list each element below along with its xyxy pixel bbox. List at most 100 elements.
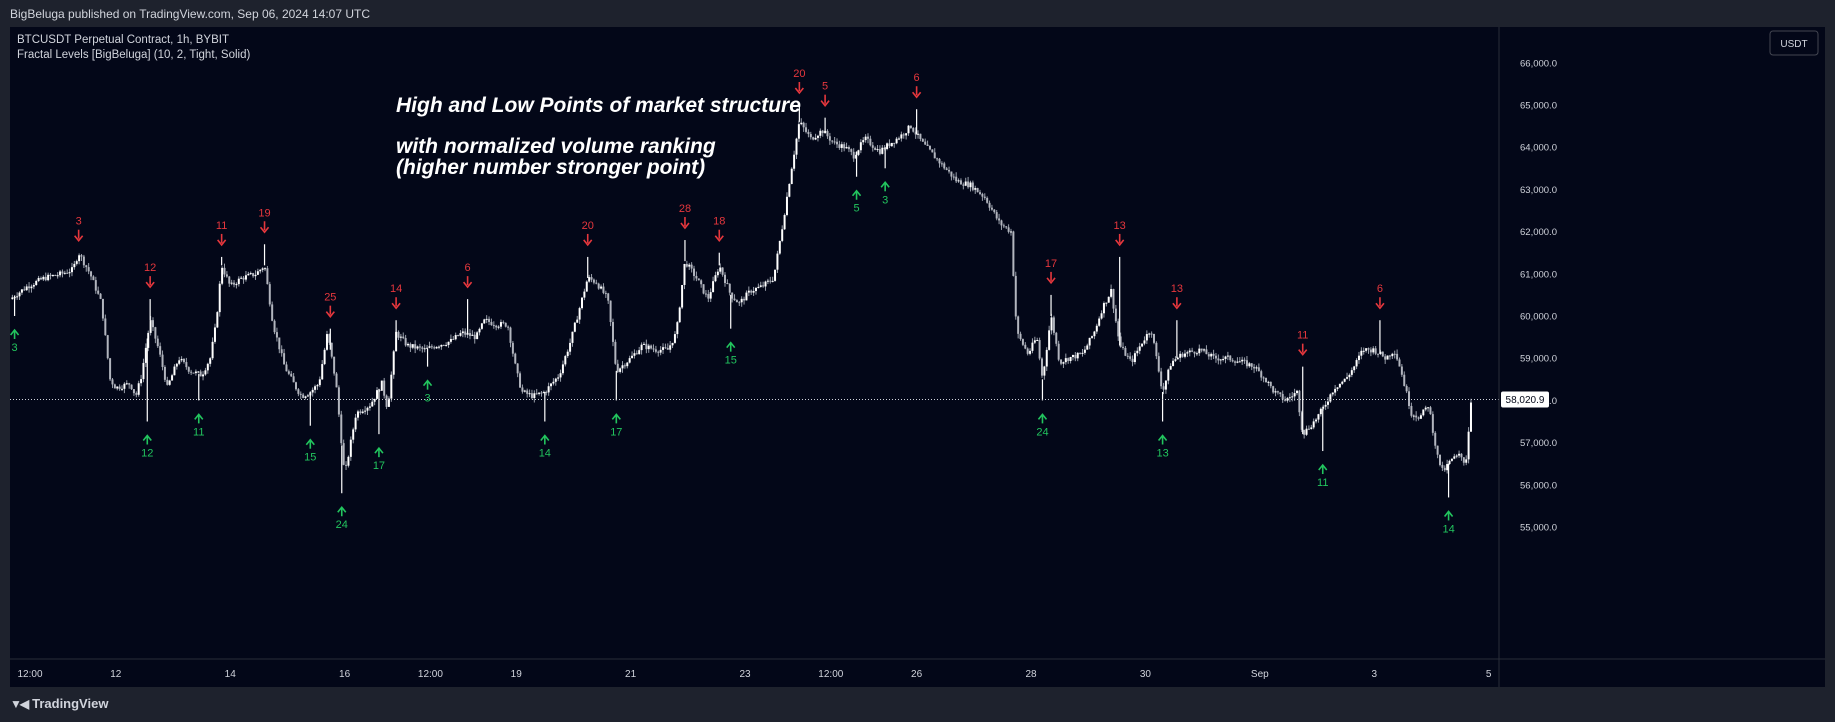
- candle-body: [223, 267, 226, 275]
- candle-body: [857, 150, 860, 155]
- candle-body: [273, 320, 276, 333]
- time-tick-label: 12: [110, 669, 122, 680]
- candle-body: [726, 283, 729, 285]
- fractal-low-marker: 14: [539, 434, 551, 460]
- up-arrow-head-icon: [726, 341, 736, 349]
- candle-body: [130, 384, 133, 390]
- candle-body: [1036, 340, 1039, 342]
- candle-body: [435, 346, 438, 349]
- fractal-low-marker: 14: [1442, 510, 1455, 535]
- candle-body: [569, 342, 572, 352]
- candle-body: [1086, 345, 1089, 350]
- candle-body: [504, 322, 507, 327]
- fractal-low-rank: 24: [1036, 426, 1048, 438]
- candle-body: [836, 141, 839, 145]
- candle-body: [1269, 381, 1272, 387]
- tradingview-logo[interactable]: ▼◀ TradingView: [10, 696, 108, 711]
- candle-body: [1393, 353, 1396, 355]
- candle-body: [762, 285, 765, 287]
- candle-body: [740, 298, 743, 303]
- candle-body: [1183, 353, 1186, 357]
- candle-body: [94, 280, 97, 291]
- down-arrow-head-icon: [911, 91, 922, 99]
- candle-body: [18, 292, 21, 297]
- candle-body: [828, 136, 831, 141]
- publish-info: BigBeluga published on TradingView.com, …: [10, 7, 371, 21]
- candle-body: [461, 331, 464, 334]
- candle-body: [1317, 414, 1320, 420]
- time-axis[interactable]: 12:00 12 14 16 12:00 19 21 23 12:00 26 28 30 Sep 3 5: [18, 669, 1492, 680]
- candle-body: [204, 370, 207, 375]
- down-arrow-head-icon: [1298, 349, 1308, 356]
- candle-body: [566, 351, 569, 357]
- candle-body: [952, 176, 955, 178]
- candle-body: [1436, 445, 1439, 455]
- fractal-high-marker: 18: [713, 216, 725, 242]
- candle-body: [1010, 231, 1012, 233]
- candle-body: [1062, 362, 1065, 364]
- candle-body: [1267, 381, 1270, 383]
- candle-body: [75, 261, 78, 264]
- candle-body: [1138, 346, 1141, 351]
- candle-body: [1288, 397, 1291, 399]
- candle-body: [473, 334, 476, 340]
- indicator-legend[interactable]: Fractal Levels [BigBeluga] (10, 2, Tight…: [17, 49, 250, 61]
- candle-body: [1150, 333, 1153, 335]
- candle-body: [278, 337, 281, 350]
- candle-body: [609, 300, 612, 323]
- chart-panel[interactable]: 3 12 11 19 25 14 6 20 28 18 20 5 6 17 13 13 11 6 3 12 11 15 24…: [10, 27, 1825, 687]
- candle-body: [11, 297, 14, 300]
- candle-body: [545, 391, 548, 393]
- candle-body: [109, 358, 112, 380]
- fractal-low-rank: 3: [882, 194, 888, 206]
- candle-body: [571, 331, 574, 343]
- candle-body: [1005, 226, 1008, 228]
- candle-body: [35, 280, 38, 286]
- candle-body: [862, 140, 865, 143]
- currency-label: USDT: [1780, 39, 1807, 50]
- candle-body: [1064, 358, 1067, 363]
- candle-body: [1334, 388, 1337, 393]
- candle-body: [230, 282, 233, 284]
- candle-body: [395, 331, 398, 352]
- candle-body: [1224, 356, 1227, 359]
- candle-body: [1100, 313, 1103, 319]
- candle-body: [383, 380, 386, 396]
- price-axis[interactable]: 55,000.056,000.057,000.058,000.059,000.0…: [1520, 58, 1557, 533]
- fractal-low-marker: 3: [422, 379, 433, 405]
- fractal-high-marker: 13: [1171, 283, 1183, 310]
- candle-body: [1307, 428, 1310, 430]
- fractal-high-rank: 3: [76, 216, 82, 228]
- candle-body: [261, 268, 264, 270]
- fractal-high-marker: 5: [820, 81, 830, 107]
- candle-body: [1365, 348, 1368, 351]
- candle-body: [905, 133, 908, 136]
- price-tick-label: 61,000.0: [1520, 269, 1557, 280]
- time-tick-label: 12:00: [418, 669, 443, 680]
- candle-body: [1167, 369, 1170, 381]
- candle-body: [1067, 358, 1070, 362]
- candle-body: [1048, 330, 1051, 350]
- up-arrow-head-icon: [1157, 434, 1168, 441]
- candle-body: [831, 140, 834, 142]
- down-arrow-head-icon: [820, 100, 830, 107]
- candle-body: [998, 218, 1001, 221]
- candle-body: [1043, 366, 1046, 376]
- fractal-low-rank: 3: [424, 393, 430, 405]
- candle-body: [979, 192, 982, 194]
- candle-body: [361, 411, 364, 413]
- usdt-currency-button[interactable]: USDT: [1769, 30, 1819, 56]
- symbol-legend[interactable]: BTCUSDT Perpetual Contract, 1h, BYBIT: [17, 34, 229, 46]
- candle-body: [418, 346, 421, 348]
- candle-body: [16, 296, 19, 298]
- fractal-markers: 3 12 11 19 25 14 6 20 28 18 20 5 6 17 13 13 11 6 3 12 11 15 24…: [10, 68, 1455, 535]
- candle-body: [1315, 419, 1318, 422]
- fractal-high-marker: 14: [390, 283, 402, 310]
- fractal-high-rank: 12: [144, 262, 156, 274]
- candle-body: [1179, 353, 1182, 358]
- candlestick-chart[interactable]: 3 12 11 19 25 14 6 20 28 18 20 5 6 17 13 13 11 6 3 12 11 15 24…: [10, 27, 1825, 687]
- candle-body: [113, 384, 116, 389]
- candle-body: [173, 366, 176, 376]
- fractal-low-rank: 15: [725, 355, 737, 367]
- candle-body: [890, 142, 893, 147]
